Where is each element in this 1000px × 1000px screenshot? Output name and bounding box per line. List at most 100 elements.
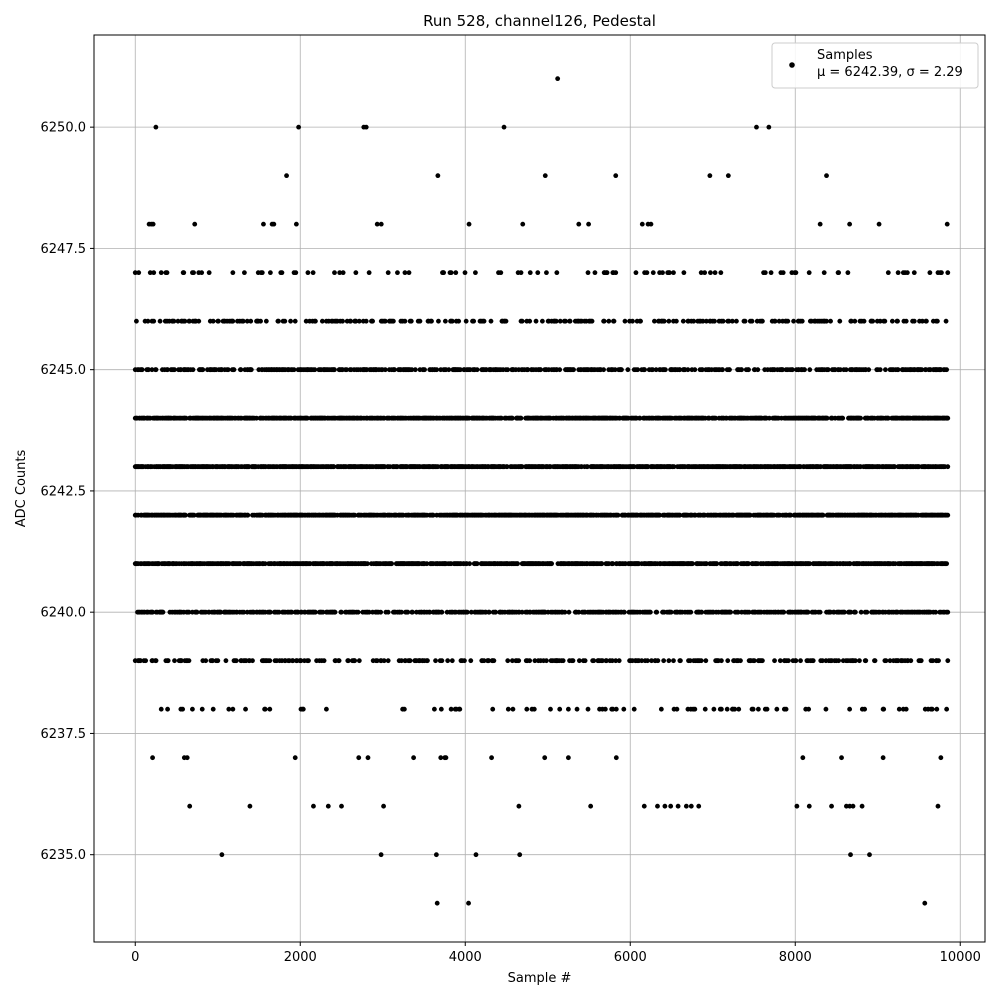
data-point xyxy=(503,318,509,324)
data-point xyxy=(699,367,705,373)
data-point xyxy=(365,561,370,567)
data-point xyxy=(562,609,568,615)
data-point xyxy=(491,658,497,664)
data-point xyxy=(190,706,195,712)
data-point xyxy=(652,318,657,324)
data-point xyxy=(557,367,563,373)
data-point xyxy=(642,367,648,373)
data-point xyxy=(924,318,929,324)
data-point xyxy=(183,415,189,421)
data-point xyxy=(179,658,184,664)
data-point xyxy=(498,270,504,276)
data-point xyxy=(613,270,619,276)
data-point xyxy=(243,706,248,712)
data-point xyxy=(139,367,145,373)
data-point xyxy=(427,609,433,615)
data-point xyxy=(468,609,474,615)
data-point xyxy=(688,609,694,615)
data-point xyxy=(310,270,316,276)
data-point xyxy=(870,318,876,324)
data-point xyxy=(267,609,273,615)
data-point xyxy=(904,270,910,276)
data-point xyxy=(817,609,823,615)
data-point xyxy=(515,561,520,567)
data-point xyxy=(191,270,196,276)
data-point xyxy=(518,270,524,276)
data-point xyxy=(138,658,143,664)
data-point xyxy=(392,367,397,373)
data-point xyxy=(852,609,858,615)
data-point xyxy=(780,270,786,276)
data-point xyxy=(560,658,566,664)
data-point xyxy=(153,367,159,373)
data-point xyxy=(210,318,216,324)
data-point xyxy=(619,367,624,373)
data-point xyxy=(657,512,663,518)
data-point xyxy=(471,318,477,324)
data-point xyxy=(402,318,408,324)
data-point xyxy=(520,221,526,227)
data-point xyxy=(332,609,338,615)
data-point xyxy=(751,658,757,664)
data-point xyxy=(630,318,635,324)
data-point xyxy=(462,658,467,664)
data-point xyxy=(366,609,372,615)
data-point xyxy=(586,221,591,227)
data-point xyxy=(262,706,268,712)
data-point xyxy=(402,270,408,276)
data-point xyxy=(446,367,452,373)
data-point xyxy=(340,270,346,276)
data-point xyxy=(132,270,138,276)
data-point xyxy=(267,658,273,664)
data-point xyxy=(312,367,318,373)
data-point xyxy=(786,658,791,664)
data-point xyxy=(681,270,687,276)
data-point xyxy=(576,609,582,615)
data-point xyxy=(858,415,863,421)
data-point xyxy=(181,270,187,276)
data-point xyxy=(945,270,951,276)
data-point xyxy=(381,658,387,664)
data-point xyxy=(292,318,298,324)
data-point xyxy=(527,270,533,276)
data-point xyxy=(945,415,951,421)
data-point xyxy=(704,318,709,324)
data-points xyxy=(132,76,951,906)
data-point xyxy=(739,367,745,373)
data-point xyxy=(725,658,731,664)
data-point xyxy=(344,367,350,373)
data-point xyxy=(692,367,698,373)
data-point xyxy=(604,658,609,664)
data-point xyxy=(680,318,686,324)
data-point xyxy=(399,658,404,664)
data-point xyxy=(919,367,925,373)
data-point xyxy=(225,367,231,373)
data-point xyxy=(677,512,683,518)
data-point xyxy=(621,609,627,615)
data-point xyxy=(780,367,786,373)
data-point xyxy=(837,367,843,373)
data-point xyxy=(807,561,813,567)
data-point xyxy=(516,658,522,664)
data-point xyxy=(760,318,765,324)
data-point xyxy=(885,415,891,421)
data-point xyxy=(649,658,654,664)
data-point xyxy=(847,561,853,567)
data-point xyxy=(409,367,415,373)
data-point xyxy=(382,367,388,373)
data-point xyxy=(734,318,739,324)
data-point xyxy=(474,367,480,373)
data-point xyxy=(445,658,451,664)
data-point xyxy=(611,318,617,324)
data-point xyxy=(223,658,229,664)
data-point xyxy=(887,658,893,664)
data-point xyxy=(549,561,555,567)
data-point xyxy=(735,561,740,567)
data-point xyxy=(240,318,246,324)
data-point xyxy=(417,318,423,324)
data-point xyxy=(533,318,539,324)
data-point xyxy=(304,415,310,421)
data-point xyxy=(190,367,196,373)
data-point xyxy=(171,318,177,324)
